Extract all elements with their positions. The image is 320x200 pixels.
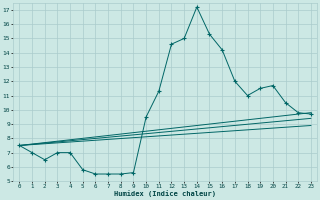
X-axis label: Humidex (Indice chaleur): Humidex (Indice chaleur) — [114, 190, 216, 197]
